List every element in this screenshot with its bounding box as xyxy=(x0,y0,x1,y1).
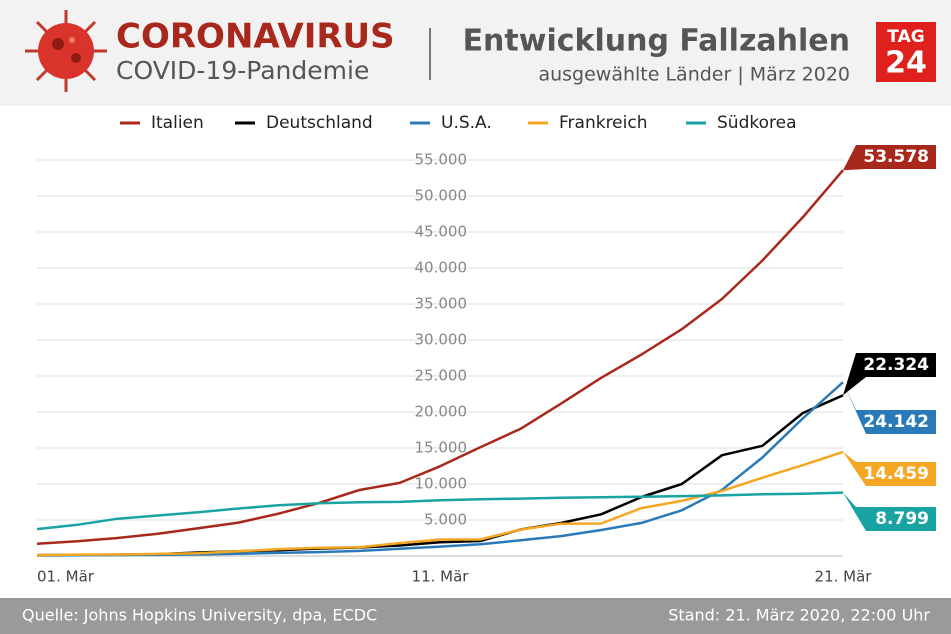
headline: Entwicklung Fallzahlen xyxy=(463,24,850,59)
logo-top: TAG xyxy=(887,27,924,47)
end-label: 22.324 xyxy=(863,355,929,375)
series-line xyxy=(36,450,844,557)
footer-source: Quelle: Johns Hopkins University, dpa, E… xyxy=(22,606,377,625)
legend-label: Deutschland xyxy=(266,113,373,133)
footer-bg xyxy=(0,598,951,634)
virus-icon xyxy=(25,10,107,92)
y-tick-label: 20.000 xyxy=(415,403,468,421)
end-label-box xyxy=(843,353,936,396)
y-tick-label: 5.000 xyxy=(424,511,467,529)
end-label-box xyxy=(843,145,936,171)
header-bg xyxy=(0,0,951,106)
header-subtitle: COVID-19-Pandemie xyxy=(116,56,369,85)
plot-bg xyxy=(0,106,951,598)
y-tick-label: 25.000 xyxy=(415,367,468,385)
subheadline: ausgewählte Länder | März 2020 xyxy=(538,64,850,86)
legend-label: Frankreich xyxy=(559,113,648,133)
end-label-box xyxy=(843,451,936,486)
legend-label: Südkorea xyxy=(717,113,797,133)
series-line xyxy=(36,491,844,531)
end-label: 14.459 xyxy=(863,464,929,484)
x-tick-label: 11. Mär xyxy=(412,568,470,586)
logo xyxy=(876,22,936,82)
y-tick-label: 10.000 xyxy=(415,475,468,493)
y-tick-label: 50.000 xyxy=(415,187,468,205)
y-tick-label: 15.000 xyxy=(415,439,468,457)
y-tick-label: 55.000 xyxy=(415,151,468,169)
x-tick-label: 21. Mär xyxy=(815,568,873,586)
y-tick-label: 30.000 xyxy=(415,331,468,349)
series-line xyxy=(36,169,844,546)
end-label-box xyxy=(843,492,936,531)
end-label-box xyxy=(843,382,936,434)
end-label: 8.799 xyxy=(875,509,929,529)
logo-bottom: 24 xyxy=(885,46,927,81)
y-tick-label: 45.000 xyxy=(415,223,468,241)
footer-date: Stand: 21. März 2020, 22:00 Uhr xyxy=(668,606,930,625)
y-tick-label: 35.000 xyxy=(415,295,468,313)
legend-label: U.S.A. xyxy=(441,113,492,133)
y-tick-label: 40.000 xyxy=(415,259,468,277)
end-label: 24.142 xyxy=(863,412,929,432)
legend-label: Italien xyxy=(151,113,204,133)
header-title: CORONAVIRUS xyxy=(116,17,395,57)
end-label: 53.578 xyxy=(863,147,929,167)
x-tick-label: 01. Mär xyxy=(37,568,95,586)
